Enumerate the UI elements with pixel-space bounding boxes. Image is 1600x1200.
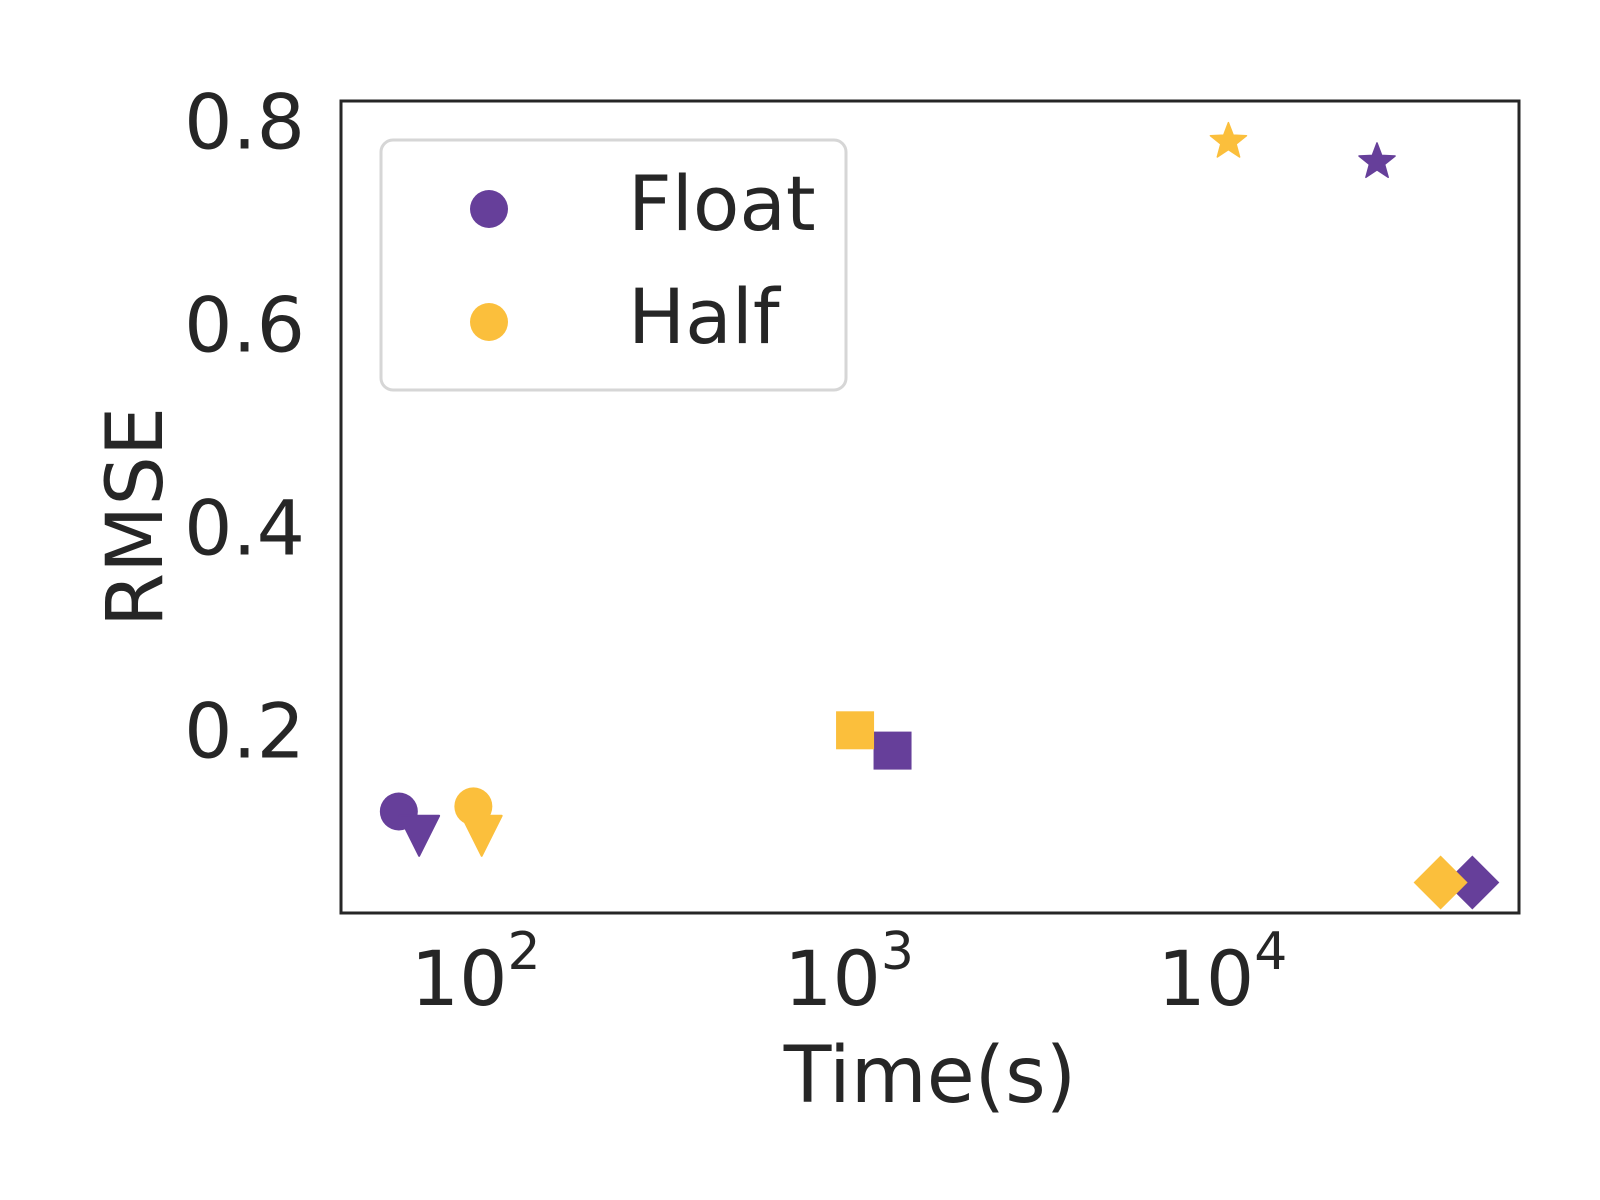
y-axis-label: RMSE — [91, 407, 181, 627]
point-float-square — [873, 731, 912, 770]
point-half-triangle-down — [460, 814, 503, 857]
point-half-star — [1209, 121, 1248, 158]
data-markers — [379, 121, 1500, 910]
plot-frame — [339, 99, 1521, 915]
y-axis-ticks: 0.2 0.4 0.6 0.8 — [184, 77, 305, 775]
point-float-diamond — [1445, 855, 1500, 910]
y-tick-label: 0.8 — [184, 77, 305, 166]
point-half-square — [836, 711, 875, 750]
y-tick-label: 0.4 — [184, 483, 305, 572]
x-tick-label: 102 — [411, 922, 541, 1023]
legend: Float Half — [379, 138, 848, 392]
legend-marker-float — [470, 190, 508, 228]
legend-label-float: Float — [628, 159, 816, 248]
point-half-diamond — [1413, 855, 1468, 910]
x-axis-ticks: 102 103 104 — [411, 922, 1288, 1023]
x-tick-label: 104 — [1158, 922, 1288, 1023]
y-tick-label: 0.2 — [184, 686, 305, 775]
y-tick-label: 0.6 — [184, 280, 305, 369]
x-tick-label: 103 — [784, 922, 914, 1023]
point-float-star — [1358, 142, 1396, 179]
legend-label-half: Half — [628, 272, 782, 361]
point-float-triangle-down — [398, 814, 441, 857]
legend-marker-half — [470, 303, 508, 341]
x-axis-label: Time(s) — [783, 1031, 1076, 1121]
